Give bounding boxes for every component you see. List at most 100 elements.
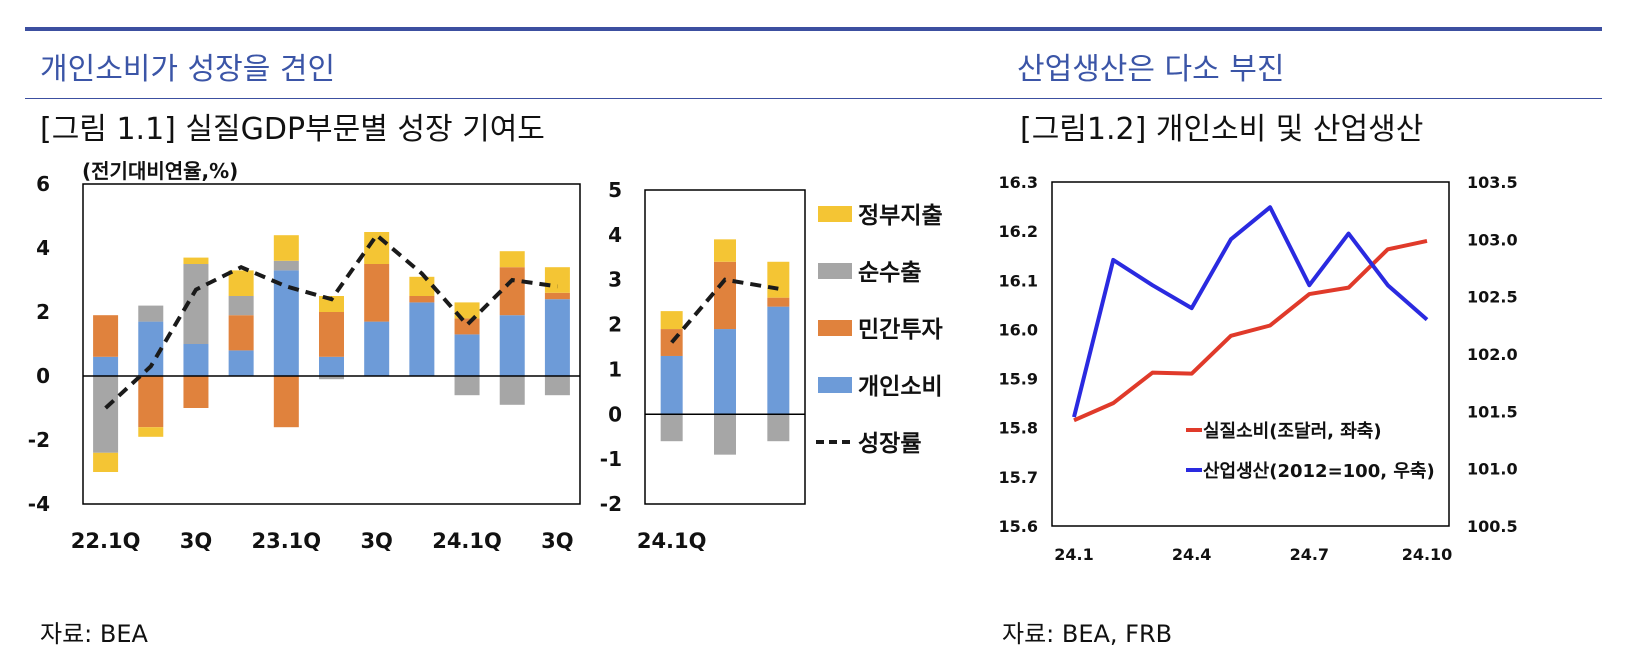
left-axis-tick-label: 15.7	[1000, 468, 1038, 487]
inset-y-tick-label: 2	[608, 313, 622, 337]
inset-bar-순수출	[660, 414, 683, 442]
left-axis-tick-label: 15.6	[1000, 517, 1038, 536]
right-axis-tick-label: 101.5	[1467, 402, 1518, 421]
legend-swatch-민간투자	[818, 320, 852, 336]
main-bar-민간투자	[544, 292, 570, 300]
main-bar-정부지출	[319, 296, 344, 312]
right-source: 자료: BEA, FRB	[1002, 620, 1173, 648]
main-bar-민간투자	[364, 264, 390, 322]
legend-label-민간투자: 민간투자	[858, 317, 943, 343]
main-bar-정부지출	[364, 232, 390, 264]
right-line-production	[1072, 205, 1429, 418]
consumption-production-chart: 16.3 16.2 16.1 16.0 15.9 15.8 15.7 15.6 103.5 103…	[1000, 173, 1518, 564]
main-bar-순수출	[454, 376, 480, 396]
main-bar-개인소비	[499, 315, 525, 376]
left-axis-tick-label: 16.1	[1000, 271, 1038, 290]
inset-y-tick-label: 3	[608, 268, 622, 292]
left-section-title: 개인소비가 성장을 견인	[40, 52, 336, 87]
main-bar-민간투자	[138, 376, 164, 428]
main-bar-민간투자	[273, 376, 299, 428]
left-source: 자료: BEA	[40, 620, 148, 648]
main-x-tick-label: 22.1Q	[71, 529, 141, 553]
main-x-tick-label: 3Q	[360, 529, 392, 553]
inset-y-tick-label: -2	[600, 492, 622, 516]
main-bar-민간투자	[93, 315, 119, 357]
main-bar-개인소비	[228, 350, 254, 376]
main-bar-정부지출	[138, 427, 164, 437]
main-bar-민간투자	[228, 315, 254, 351]
inset-bar-민간투자	[714, 261, 736, 330]
inset-bar-정부지출	[714, 239, 736, 262]
main-bar-민간투자	[409, 296, 435, 303]
main-bar-개인소비	[409, 302, 435, 376]
unit-label: (전기대비연율,%)	[82, 159, 238, 183]
main-y-tick-label: 0	[36, 364, 50, 388]
main-bar-민간투자	[183, 376, 209, 408]
main-bar-정부지출	[499, 251, 525, 268]
inset-x-tick-label: 24.1Q	[637, 529, 707, 553]
right-axis-tick-label: 102.0	[1467, 345, 1518, 364]
main-x-tick-label: 24.1Q	[432, 529, 502, 553]
main-bar-개인소비	[544, 299, 570, 376]
right-legend-label: 실질소비(조달러, 좌축)	[1203, 421, 1382, 442]
main-x-tick-label: 3Q	[541, 529, 573, 553]
legend-swatch-정부지출	[818, 206, 852, 222]
inset-plot-frame	[644, 189, 806, 505]
inset-y-tick-label: 4	[608, 223, 622, 247]
title-divider	[25, 98, 1602, 99]
legend-swatch-개인소비	[818, 377, 852, 393]
legend-label-개인소비: 개인소비	[858, 374, 943, 400]
main-y-tick-label: 2	[36, 300, 50, 324]
main-bar-정부지출	[273, 235, 299, 261]
main-y-tick-label: -2	[28, 428, 50, 452]
left-axis-tick-label: 15.8	[1000, 419, 1038, 438]
main-growth-line	[104, 232, 558, 410]
legend-swatch-순수출	[818, 263, 852, 279]
main-bar-정부지출	[183, 257, 209, 264]
main-y-tick-label: 4	[36, 236, 50, 260]
right-axis-tick-label: 103.5	[1467, 173, 1518, 192]
left-axis-tick-label: 16.3	[1000, 173, 1038, 192]
left-figure-title: [그림 1.1] 실질GDP부문별 성장 기여도	[40, 112, 545, 147]
main-bar-개인소비	[183, 344, 209, 376]
right-axis-tick-label: 102.5	[1467, 288, 1518, 307]
main-x-tick-label: 3Q	[180, 529, 212, 553]
right-x-tick-label: 24.1	[1054, 545, 1093, 564]
main-bar-순수출	[93, 376, 119, 453]
left-axis-tick-label: 16.0	[1000, 320, 1038, 339]
main-bar-민간투자	[454, 318, 480, 335]
main-y-tick-label: 6	[36, 172, 50, 196]
main-bar-개인소비	[364, 321, 390, 376]
main-bar-개인소비	[319, 356, 344, 376]
legend-label-성장률: 성장률	[858, 431, 921, 457]
right-axis-tick-label: 100.5	[1467, 517, 1518, 536]
right-x-tick-label: 24.7	[1290, 545, 1329, 564]
inset-bar-정부지출	[767, 261, 790, 298]
inset-bar-개인소비	[660, 355, 683, 415]
inset-bar-순수출	[767, 414, 790, 442]
main-bar-민간투자	[499, 267, 525, 316]
right-legend-label: 산업생산(2012=100, 우축)	[1203, 461, 1435, 482]
main-bar-순수출	[499, 376, 525, 405]
inset-bar-개인소비	[767, 306, 790, 415]
inset-bar-정부지출	[660, 311, 683, 330]
top-accent-bar	[25, 27, 1602, 31]
main-x-tick-label: 23.1Q	[251, 529, 321, 553]
main-bar-순수출	[319, 376, 344, 380]
right-line-consumption	[1073, 239, 1428, 423]
main-bar-정부지출	[93, 452, 119, 472]
right-axis-tick-label: 101.0	[1467, 460, 1518, 479]
main-bar-정부지출	[228, 270, 254, 296]
right-x-tick-label: 24.10	[1402, 545, 1453, 564]
main-bar-개인소비	[454, 334, 480, 376]
main-bar-민간투자	[319, 312, 344, 357]
main-bar-개인소비	[273, 270, 299, 376]
inset-bar-개인소비	[714, 329, 736, 415]
legend-label-정부지출: 정부지출	[858, 203, 943, 229]
right-axis-tick-label: 103.0	[1467, 230, 1518, 249]
main-bar-순수출	[138, 305, 164, 322]
main-plot-frame	[82, 183, 581, 505]
left-axis-tick-label: 16.2	[1000, 222, 1038, 241]
legend-label-순수출: 순수출	[858, 260, 921, 286]
main-bar-순수출	[228, 296, 254, 316]
